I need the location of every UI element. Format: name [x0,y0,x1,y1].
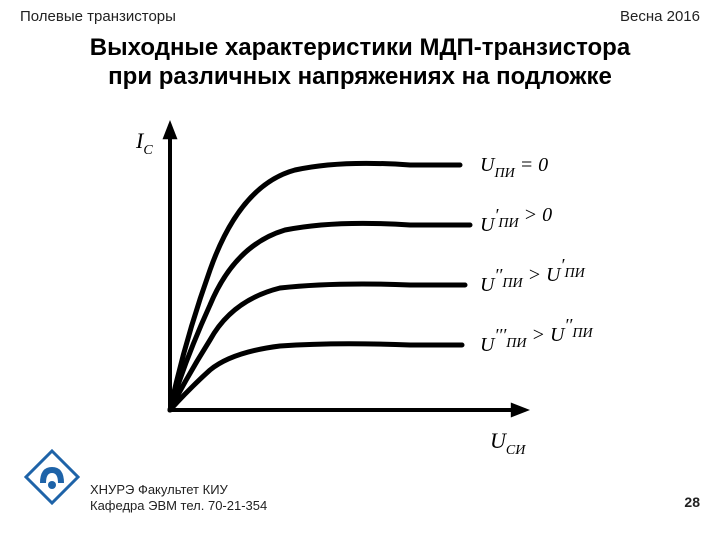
topbar: Полевые транзисторы Весна 2016 [20,8,700,25]
slide: Полевые транзисторы Весна 2016 Выходные … [0,0,720,540]
topic-text: Полевые транзисторы [20,8,176,25]
org-line-1: ХНУРЭ Факультет КИУ [90,482,228,497]
university-logo [24,449,80,510]
slide-title: Выходные характеристики МДП-транзистора … [20,34,700,92]
title-line-1: Выходные характеристики МДП-транзистора [90,34,630,61]
footer-text: ХНУРЭ Факультет КИУ Кафедра ЭВМ тел. 70-… [90,482,267,515]
org-line-2: Кафедра ЭВМ тел. 70-21-354 [90,498,267,513]
title-line-2: при различных напряжениях на подложке [108,63,612,90]
page-number: 28 [684,494,700,510]
output-characteristics-chart: ICUСИUПИ = 0U′ПИ > 0U′′ПИ > U′ПИU′′′ПИ >… [110,110,670,490]
term-text: Весна 2016 [620,8,700,25]
